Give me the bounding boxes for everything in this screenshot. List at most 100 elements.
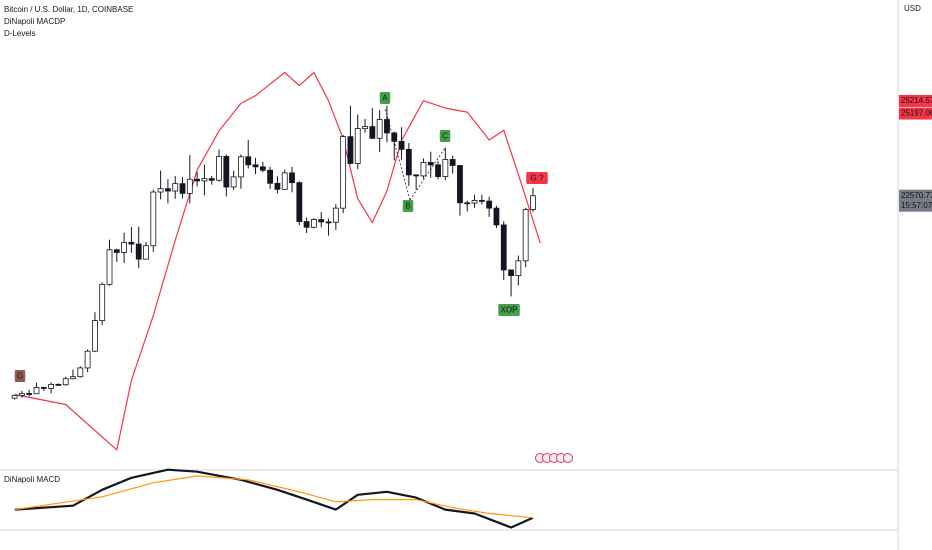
pattern-label: XOP <box>501 306 518 315</box>
symbol-title[interactable]: Bitcoin / U.S. Dollar, 1D, COINBASE <box>4 5 133 14</box>
candle-body <box>40 387 47 389</box>
candle-body <box>369 126 376 139</box>
candle-body <box>19 393 25 396</box>
candle-body <box>128 241 135 245</box>
pattern-label: G ? <box>531 174 544 183</box>
candle-body <box>208 178 215 181</box>
candle-body <box>281 172 288 190</box>
candle-body <box>223 156 230 188</box>
candle-body <box>135 243 142 260</box>
candle-body <box>194 178 201 182</box>
indicator-line <box>14 71 541 451</box>
candle-body <box>296 182 303 222</box>
currency-label: USD <box>904 4 921 13</box>
candle-body <box>252 164 259 168</box>
countdown: 15:57:07 <box>901 201 932 210</box>
candle-body <box>478 200 485 202</box>
price-tag-label: 22570.77 <box>901 191 932 200</box>
macd-pane <box>14 468 534 529</box>
candle-body <box>398 140 405 150</box>
candle-body <box>172 183 179 192</box>
candle-body <box>376 119 383 139</box>
candle-body <box>384 119 390 134</box>
candle-body <box>274 182 281 190</box>
candle-body <box>33 387 40 395</box>
candle-body <box>435 164 441 177</box>
pattern-label: B <box>405 202 410 211</box>
candle-body <box>165 188 171 192</box>
pattern-badge <box>379 92 391 104</box>
candle-body <box>464 202 471 205</box>
candle-body <box>106 249 113 285</box>
price-tag-label: 25214.57 <box>901 96 932 105</box>
candle-body <box>201 178 208 182</box>
candle-body <box>493 207 500 226</box>
candle-body <box>500 224 507 271</box>
candle-body <box>486 200 493 209</box>
candle-body <box>303 221 310 228</box>
price-tag-label: 25197.06 <box>901 109 932 118</box>
pattern-badge <box>14 370 26 382</box>
candle-body <box>405 148 412 176</box>
candle-body <box>427 162 434 166</box>
candle-body <box>99 283 106 322</box>
candle-body <box>420 162 427 177</box>
pattern-line <box>409 147 446 201</box>
candle-body <box>84 350 91 369</box>
indicator-name[interactable]: DiNapoli MACDP <box>4 17 65 26</box>
pattern-badge <box>439 130 451 142</box>
candle-body <box>48 383 55 389</box>
candle-body <box>77 367 84 378</box>
candle-body <box>121 241 128 253</box>
pattern-label: C <box>442 132 448 141</box>
indicator-line <box>14 475 534 519</box>
indicator-line <box>14 468 534 529</box>
candle-body <box>92 320 98 352</box>
candle-body <box>179 183 186 194</box>
candle-body <box>413 174 420 177</box>
candle-body <box>442 159 449 177</box>
candle-body <box>522 209 529 262</box>
macd-title[interactable]: DiNapoli MACD <box>4 475 60 484</box>
candle-body <box>340 136 347 209</box>
candle-body <box>143 245 149 260</box>
event-icons[interactable] <box>535 453 573 463</box>
pattern-lines <box>384 107 446 201</box>
candle-body <box>150 191 157 247</box>
candle-body <box>332 207 339 223</box>
candle-body <box>515 260 522 277</box>
candle-body <box>362 126 368 129</box>
candle-body <box>325 221 332 224</box>
candle-body <box>186 178 193 194</box>
candle-body <box>11 395 18 399</box>
pattern-badge <box>498 304 520 316</box>
pattern-label: A <box>382 94 388 103</box>
candle-body <box>238 156 244 178</box>
candle-body <box>70 376 76 380</box>
event-icon[interactable] <box>563 453 573 463</box>
candle-body <box>230 176 237 188</box>
pattern-badge <box>526 172 548 184</box>
candle-body <box>289 172 295 184</box>
candle-body <box>449 159 456 166</box>
candle-body <box>311 219 317 228</box>
candle-body <box>318 219 325 223</box>
candle-body <box>354 128 361 164</box>
price-axis <box>898 0 932 550</box>
candle-body <box>55 383 62 386</box>
candle-body <box>26 393 33 395</box>
candle-body <box>113 249 120 253</box>
candle-body <box>457 165 463 204</box>
price-tag <box>899 107 932 120</box>
price-tag <box>899 94 932 107</box>
price-tag <box>899 189 932 212</box>
candle-body <box>471 200 478 204</box>
candle-body <box>347 136 354 164</box>
indicator-name[interactable]: D-Levels <box>4 29 36 38</box>
candle-body <box>508 269 514 277</box>
pattern-label: G <box>17 372 23 381</box>
price-pane: A B C XOP G ? G <box>11 71 548 451</box>
candle-body <box>259 166 266 171</box>
